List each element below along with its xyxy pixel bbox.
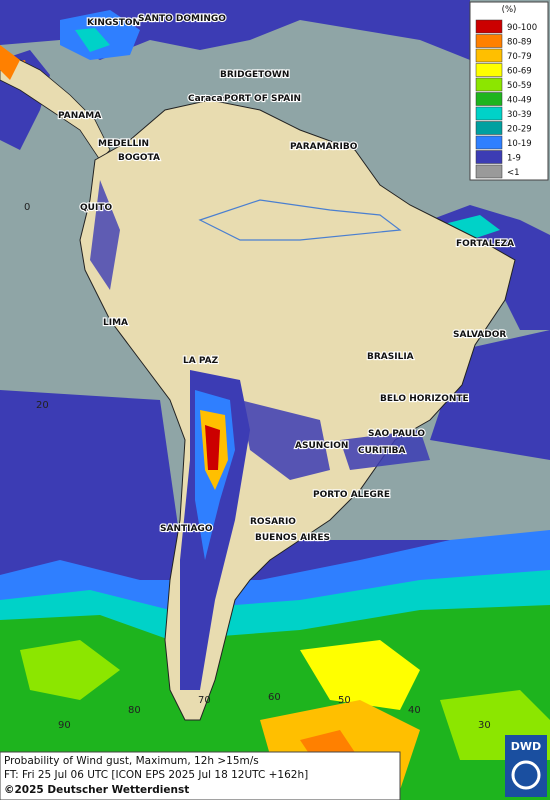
- grid-label: 90: [58, 720, 71, 731]
- city-label: CURITIBA: [358, 446, 406, 456]
- legend-label: 90-100: [507, 23, 537, 33]
- legend-label: 50-59: [507, 81, 532, 91]
- footer-box: [0, 751, 401, 800]
- legend-swatch: [475, 48, 503, 63]
- legend-label: 40-49: [507, 96, 532, 106]
- legend: 90-100 80-89 70-79 60-69 50-59 40-49 30-39 20-2…: [475, 19, 537, 179]
- grid-label: 60: [268, 692, 281, 703]
- legend-swatch: [475, 164, 503, 179]
- city-label: SANTIAGO: [160, 524, 213, 534]
- city-label: FORTALEZA: [456, 239, 514, 249]
- map-shape: [205, 425, 220, 470]
- footer-line: Probability of Wind gust, Maximum, 12h >…: [4, 755, 259, 767]
- grid-label: 30: [478, 720, 491, 731]
- legend-swatch: [475, 121, 503, 135]
- legend-label: 20-29: [507, 125, 532, 135]
- city-label: SANTO DOMINGO: [138, 14, 226, 24]
- city-label: BOGOTA: [118, 153, 160, 163]
- map-shape: [240, 400, 330, 480]
- map-shape: [75, 28, 110, 52]
- city-label: BRIDGETOWN: [220, 70, 289, 80]
- footer-line: FT: Fri 25 Jul 06 UTC [ICON EPS 2025 Jul…: [4, 769, 308, 781]
- city-label: ROSARIO: [250, 517, 296, 527]
- legend-swatch: [475, 63, 503, 77]
- grid-label: 70: [198, 695, 211, 706]
- logo: DWD: [511, 740, 541, 753]
- city-label: SAO PAULO: [368, 429, 425, 439]
- grid-label: 50: [338, 695, 351, 706]
- map-shape: [20, 640, 120, 700]
- grid-labels: 0 20 90 80 70 60 50 40 30: [24, 202, 491, 731]
- map-shape: [440, 215, 500, 240]
- grid-label: 80: [128, 705, 141, 716]
- legend-swatch: [475, 106, 503, 121]
- legend-swatch: [475, 77, 503, 92]
- grid-label: 20: [36, 400, 49, 411]
- city-label: ASUNCION: [295, 441, 348, 451]
- legend-label: 80-89: [507, 38, 532, 48]
- legend-label: 1-9: [507, 154, 521, 164]
- map-shape: [90, 180, 120, 290]
- map-shape: [0, 390, 180, 540]
- cities: KINGSTON SANTO DOMINGO BRIDGETOWN Caraca…: [57, 13, 515, 544]
- city-label: BRASILIA: [367, 352, 414, 362]
- city-label: KINGSTON: [87, 18, 140, 28]
- city-label: Caracas: [188, 94, 228, 104]
- legend-title: (%): [502, 5, 517, 15]
- legend-label: 10-19: [507, 139, 532, 149]
- city-label: PANAMA: [58, 111, 101, 121]
- city-label: MEDELLIN: [98, 139, 149, 149]
- map-shape: [198, 199, 402, 241]
- city-label: PORTO ALEGRE: [313, 490, 390, 500]
- city-label: SALVADOR: [453, 330, 506, 340]
- logo-icon: [511, 760, 541, 790]
- legend-label: <1: [507, 168, 520, 178]
- city-label: QUITO: [80, 203, 112, 213]
- city-label: BELO HORIZONTE: [380, 394, 469, 404]
- map-shape: [340, 430, 430, 470]
- city-label: PARAMARIBO: [290, 142, 358, 152]
- city-label: LA PAZ: [183, 356, 219, 366]
- legend-swatch: [475, 34, 503, 48]
- city-label: PORT OF SPAIN: [224, 94, 301, 104]
- legend-label: 60-69: [507, 67, 532, 77]
- legend-swatch: [475, 92, 503, 106]
- legend-label: 30-39: [507, 110, 532, 120]
- grid-label: 40: [408, 705, 421, 716]
- grid-label: 0: [24, 202, 30, 213]
- map-shape: [0, 45, 20, 80]
- legend-swatch: [475, 19, 503, 34]
- city-label: LIMA: [103, 318, 128, 328]
- city-label: BUENOS AIRES: [255, 533, 330, 543]
- legend-swatch: [475, 150, 503, 164]
- copyright: ©2025 Deutscher Wetterdienst: [4, 784, 189, 796]
- map-shape: [300, 640, 420, 710]
- legend-label: 70-79: [507, 52, 532, 62]
- legend-swatch: [475, 135, 503, 150]
